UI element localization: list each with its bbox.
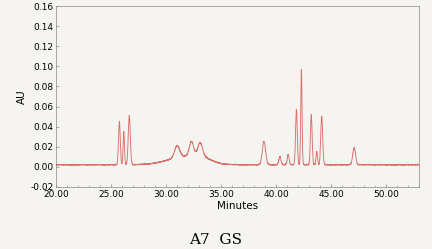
X-axis label: Minutes: Minutes [217,201,258,211]
Text: A7  GS: A7 GS [190,233,242,247]
Y-axis label: AU: AU [17,89,27,104]
